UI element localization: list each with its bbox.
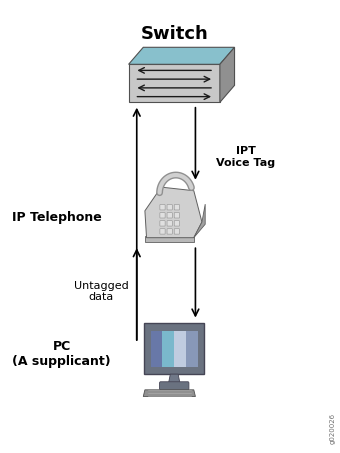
FancyBboxPatch shape [174, 331, 186, 367]
Polygon shape [194, 204, 205, 238]
FancyBboxPatch shape [159, 382, 189, 390]
FancyBboxPatch shape [167, 229, 172, 234]
FancyBboxPatch shape [167, 212, 172, 218]
Text: IP Telephone: IP Telephone [12, 211, 102, 224]
FancyBboxPatch shape [163, 331, 174, 367]
FancyBboxPatch shape [167, 205, 172, 210]
Polygon shape [129, 47, 235, 64]
FancyBboxPatch shape [174, 212, 180, 218]
FancyBboxPatch shape [151, 331, 163, 367]
Text: Untagged
data: Untagged data [73, 280, 128, 302]
Polygon shape [145, 236, 194, 242]
FancyBboxPatch shape [160, 205, 165, 210]
Polygon shape [143, 390, 195, 396]
FancyBboxPatch shape [174, 229, 180, 234]
Polygon shape [220, 47, 235, 102]
Polygon shape [145, 187, 202, 238]
FancyBboxPatch shape [151, 331, 198, 367]
FancyBboxPatch shape [144, 323, 204, 374]
Text: IPT
Voice Tag: IPT Voice Tag [216, 146, 275, 168]
FancyBboxPatch shape [186, 331, 198, 367]
Text: Switch: Switch [140, 25, 208, 43]
FancyBboxPatch shape [167, 221, 172, 226]
FancyBboxPatch shape [160, 221, 165, 226]
Polygon shape [129, 64, 220, 102]
Polygon shape [168, 374, 180, 384]
Text: g020026: g020026 [329, 412, 335, 443]
Text: PC
(A supplicant): PC (A supplicant) [13, 340, 111, 368]
FancyBboxPatch shape [160, 212, 165, 218]
FancyBboxPatch shape [174, 205, 180, 210]
FancyBboxPatch shape [160, 229, 165, 234]
FancyBboxPatch shape [174, 221, 180, 226]
